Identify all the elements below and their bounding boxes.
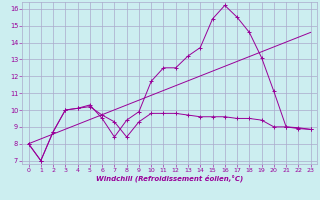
X-axis label: Windchill (Refroidissement éolien,°C): Windchill (Refroidissement éolien,°C) (96, 175, 243, 182)
